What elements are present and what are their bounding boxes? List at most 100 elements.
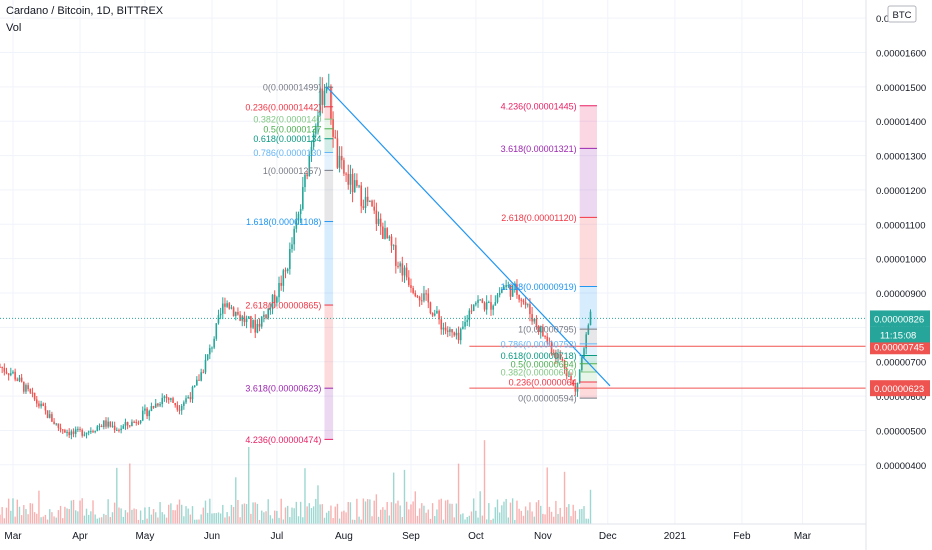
candle-body [159,404,161,406]
candle-body [423,293,425,301]
price-level-tag [870,380,930,397]
volume-bar [367,499,369,524]
y-tick-label: 0.00001000 [876,255,926,266]
volume-bar [120,508,122,524]
price-level-tag-text: 0.00000623 [874,384,924,395]
candle-body [414,292,417,297]
volume-bar [267,499,269,524]
candle-body [507,285,510,287]
volume-bar [425,512,427,524]
candle-body [345,173,347,175]
candle-body [146,408,148,417]
volume-bar [496,499,499,524]
candle-body [92,431,94,433]
candle-body [371,200,373,207]
fib-zone [579,343,597,356]
candle-body [198,379,200,381]
volume-bar [479,491,481,524]
volume-bar [302,517,304,524]
x-tick-label: Jun [204,531,220,542]
drawing-lines[interactable] [0,86,866,440]
volume-bar [241,504,243,524]
volume-bar [118,507,120,524]
candle-body [557,353,559,359]
volume-bar [384,509,386,524]
volume-bar [304,468,306,524]
candle-body [438,310,440,320]
volume-bar [235,477,237,524]
candle-body [475,302,477,305]
candle-body [459,328,462,341]
volume-bar [293,508,295,524]
candle-body [410,285,412,288]
x-tick-label: May [135,531,154,542]
volume-bar [57,510,60,524]
candle-body [245,318,248,323]
candle-body [105,420,107,427]
candle-body [18,377,21,381]
volume-bar [10,510,12,524]
volume-bar [33,512,36,524]
x-tick-label: Jul [270,531,283,542]
candle-body [247,316,250,319]
last-price-tag [870,310,930,327]
volume-bar [527,510,529,524]
volume-bar [196,519,198,524]
volume-bar [548,506,551,524]
volume-bar [544,514,546,524]
candle-body [498,292,501,296]
volume-bar [44,514,47,524]
volume-bar [148,506,150,524]
volume-bar [546,467,548,524]
volume-bar [239,517,241,524]
candle-body [397,265,399,267]
candle-body [85,432,88,435]
candle-body [505,285,507,288]
candle-body [193,385,196,387]
candle-body [470,310,473,312]
fib-level-label: 1(0.00001257) [263,166,322,176]
volume-bar [213,513,215,524]
volume-bar [585,518,587,524]
fib-level-label: 0.786(0.00000752) [501,339,577,349]
fib-zone [579,372,597,382]
volume-bar [269,515,272,524]
candle-body [172,398,174,403]
volume-bar [5,507,8,524]
candle-body [494,302,497,306]
candle-body [267,308,270,319]
fib-level-label: 3.618(0.00001321) [501,144,577,154]
candle-body [390,236,393,246]
candle-body [559,353,562,359]
volume-bar [509,502,512,524]
volume-bar [284,507,287,524]
candle-body [451,329,453,333]
currency-badge[interactable] [887,5,917,23]
volume-bar [51,512,53,524]
candle-body [10,373,12,376]
trendline[interactable] [326,86,611,387]
y-tick-label: 0.00000900 [876,289,926,300]
candle-body [289,249,291,269]
volume-bar [421,503,423,524]
candle-body [522,300,525,303]
y-tick-label: 0.00001100 [876,220,926,231]
candle-body [524,302,527,305]
candle-body [42,403,45,407]
volume-bar [131,509,133,524]
volume-bar [315,498,317,524]
candle-body [330,86,332,120]
volume-bar [124,510,127,524]
fib-level-label: 1.618(0.00000919) [501,282,577,292]
volume-bar [345,512,347,524]
candle-body [550,343,553,353]
volume-bar [100,517,103,524]
volume-bar [460,514,462,524]
candle-body [68,431,71,436]
candle-body [552,352,555,354]
grid [0,0,866,524]
candle-body [72,431,75,434]
